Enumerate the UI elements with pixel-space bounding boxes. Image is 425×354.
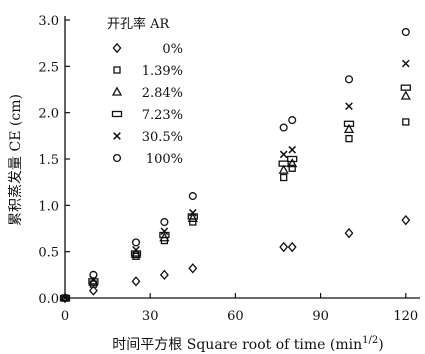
legend-marker-triangle [111,86,123,96]
x-axis-label-text: 时间平方根 Square root of time (min [112,337,362,353]
legend-label: 1.39% [142,64,183,79]
series-square [61,118,410,302]
data-point-circle [344,75,354,84]
data-point-triangle [278,164,289,174]
data-points [59,27,411,304]
legend-label: 2.84% [142,86,183,101]
series-rect [59,84,411,302]
data-point-cross [160,227,169,236]
x-tick-label: 0 [61,309,69,324]
data-point-diamond [88,285,98,296]
data-point-cross [188,208,197,217]
data-point-cross [279,150,288,159]
x-tick-label: 90 [312,309,329,324]
series-cross [61,59,410,302]
legend-marker-diamond [112,42,122,54]
legend-label: 0% [162,42,183,57]
data-point-circle [131,238,141,247]
legend-marker-cross [113,132,121,140]
data-point-diamond [287,241,297,253]
data-point-circle [401,27,410,37]
legend-title: 开孔率 AR [107,16,171,32]
data-point-square [280,173,288,182]
data-point-triangle [400,90,411,100]
data-point-rect [278,160,289,167]
data-point-rect [343,120,355,127]
data-point-rect [187,213,198,220]
x-axis-label: 时间平方根 Square root of time (min1/2) [112,335,383,353]
legend: 开孔率 AR 0% 1.39% 2.84% 7.23% 30.5% 100% [107,16,183,167]
y-tick-label: 3.0 [38,14,59,29]
data-point-rect [59,294,71,302]
y-tick-label: 1.0 [38,199,59,214]
data-point-rect [287,155,298,163]
x-axis-label-superscript: 1/2 [362,335,378,346]
data-point-cross [345,102,353,111]
data-point-triangle [187,212,198,222]
data-point-triangle [287,158,298,168]
data-point-rect [400,84,411,91]
y-tick-label: 1.5 [38,153,59,168]
legend-label: 30.5% [142,130,183,145]
y-tick-label: 0.0 [38,292,59,307]
axes [64,16,420,299]
data-point-square [402,118,410,126]
data-point-rect [130,250,142,257]
data-point-circle [188,192,197,201]
data-point-diamond [279,241,289,253]
y-tick-label: 0.5 [38,246,59,261]
legend-marker-rect [111,110,123,118]
data-point-circle [288,116,297,125]
data-point-diamond [344,227,354,239]
y-tick-label: 2.5 [38,60,59,75]
data-point-circle [279,123,288,132]
data-point-diamond [159,269,169,281]
x-axis-label-close: ) [378,337,383,353]
data-point-circle [160,217,169,227]
tick-labels: 0 30 60 90 120 0.0 0.5 1.0 1.5 2.0 2.5 3.0 [38,14,418,324]
x-tick-label: 60 [227,309,244,324]
y-axis-label: 累积蒸发量 CE (cm) [8,94,24,226]
data-point-square [345,134,353,143]
data-point-cross [401,59,410,68]
series-diamond [60,214,411,304]
data-point-cross [132,245,140,254]
data-point-square [189,218,197,226]
y-tick-label: 2.0 [38,107,59,122]
data-point-circle [89,270,98,279]
data-point-diamond [131,276,141,287]
data-point-circle [60,293,70,303]
data-point-rect [159,231,170,239]
series-triangle [59,90,411,302]
data-point-cross [288,145,297,154]
legend-marker-square [113,66,121,74]
legend-label: 7.23% [142,108,183,123]
data-point-diamond [188,263,198,274]
x-tick-label: 120 [393,309,418,324]
legend-marker-circle [112,153,122,163]
data-point-square [288,164,296,172]
x-tick-label: 30 [142,309,159,324]
data-point-triangle [343,123,355,133]
legend-label: 100% [146,152,183,167]
data-point-diamond [401,214,411,226]
data-point-triangle [130,248,142,259]
series-circle [60,27,410,303]
